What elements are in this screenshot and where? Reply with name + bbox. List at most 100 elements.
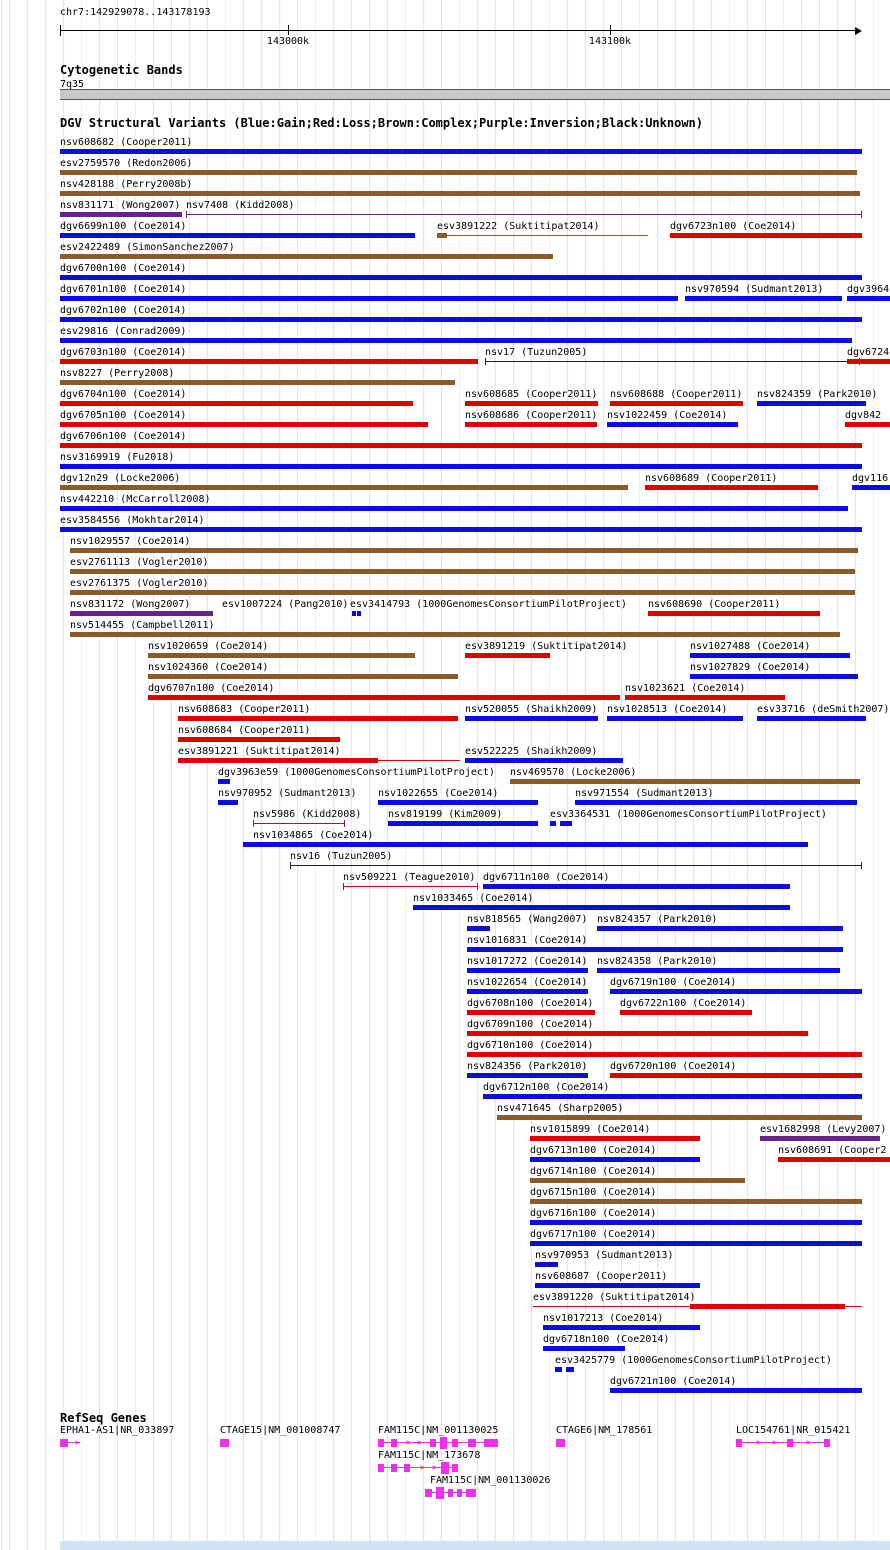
- variant-label[interactable]: nsv824357 (Park2010): [597, 914, 718, 925]
- variant-label[interactable]: nsv1022655 (Coe2014): [378, 788, 499, 799]
- variant-bar[interactable]: [465, 758, 623, 763]
- variant-label[interactable]: esv2761113 (Vogler2010): [70, 557, 209, 568]
- variant-label[interactable]: esv29816 (Conrad2009): [60, 326, 187, 337]
- variant-bar[interactable]: [610, 1073, 862, 1078]
- variant-bar[interactable]: [648, 611, 820, 616]
- variant-bar[interactable]: [218, 779, 230, 784]
- variant-bar[interactable]: [70, 632, 840, 637]
- variant-bar[interactable]: [467, 1052, 862, 1057]
- gene-exon[interactable]: [457, 1489, 462, 1497]
- variant-bar[interactable]: [760, 1136, 880, 1141]
- variant-bar[interactable]: [60, 485, 628, 490]
- variant-label[interactable]: nsv1017213 (Coe2014): [543, 1313, 664, 1324]
- variant-label[interactable]: nsv514455 (Campbell2011): [70, 620, 215, 631]
- variant-bar[interactable]: [60, 380, 455, 385]
- variant-label[interactable]: dgv6703n100 (Coe2014): [60, 347, 187, 358]
- variant-label[interactable]: nsv7408 (Kidd2008): [186, 200, 295, 211]
- variant-bar[interactable]: [60, 149, 862, 154]
- variant-bar[interactable]: [757, 401, 866, 406]
- gene-label[interactable]: LOC154761|NR_015421: [736, 1425, 851, 1436]
- variant-label[interactable]: dgv6719n100 (Coe2014): [610, 977, 737, 988]
- variant-bar[interactable]: [510, 779, 860, 784]
- variant-span-line[interactable]: [343, 886, 478, 887]
- variant-bar[interactable]: [467, 1073, 588, 1078]
- variant-label[interactable]: dgv6722n100 (Coe2014): [620, 998, 747, 1009]
- variant-label[interactable]: nsv1028513 (Coe2014): [607, 704, 728, 715]
- variant-label[interactable]: dgv842: [845, 410, 882, 421]
- variant-label[interactable]: nsv5986 (Kidd2008): [253, 809, 362, 820]
- variant-label[interactable]: nsv509221 (Teague2010): [343, 872, 476, 883]
- variant-label[interactable]: nsv608682 (Cooper2011): [60, 137, 193, 148]
- gene-exon[interactable]: [378, 1439, 384, 1447]
- variant-label[interactable]: nsv831172 (Wong2007): [70, 599, 191, 610]
- variant-label[interactable]: dgv6709n100 (Coe2014): [467, 1019, 594, 1030]
- variant-label[interactable]: esv2422489 (SimonSanchez2007): [60, 242, 235, 253]
- variant-bar[interactable]: [70, 548, 858, 553]
- variant-label[interactable]: nsv608691 (Cooper2: [778, 1145, 887, 1156]
- variant-label[interactable]: dgv6714n100 (Coe2014): [530, 1166, 657, 1177]
- gene-exon[interactable]: [466, 1489, 476, 1497]
- variant-label[interactable]: nsv608690 (Cooper2011): [648, 599, 781, 610]
- variant-label[interactable]: nsv824359 (Park2010): [757, 389, 878, 400]
- variant-label[interactable]: esv3414793 (1000GenomesConsortiumPilotPr…: [350, 599, 627, 610]
- variant-bar[interactable]: [148, 674, 458, 679]
- variant-label[interactable]: dgv6701n100 (Coe2014): [60, 284, 187, 295]
- variant-label[interactable]: dgv6708n100 (Coe2014): [467, 998, 594, 1009]
- variant-label[interactable]: esv2759570 (Redon2006): [60, 158, 193, 169]
- variant-bar[interactable]: [690, 674, 858, 679]
- gene-exon[interactable]: [736, 1439, 742, 1447]
- variant-bar[interactable]: [465, 422, 597, 427]
- variant-bar[interactable]: [535, 1262, 558, 1267]
- variant-label[interactable]: nsv608684 (Cooper2011): [178, 725, 311, 736]
- variant-label[interactable]: nsv1020659 (Coe2014): [148, 641, 269, 652]
- variant-label[interactable]: dgv6705n100 (Coe2014): [60, 410, 187, 421]
- variant-label[interactable]: dgv6706n100 (Coe2014): [60, 431, 187, 442]
- variant-label[interactable]: nsv1027488 (Coe2014): [690, 641, 811, 652]
- variant-bar[interactable]: [467, 926, 490, 931]
- gene-exon[interactable]: [378, 1464, 384, 1472]
- variant-bar[interactable]: [690, 653, 850, 658]
- variant-label[interactable]: esv3584556 (Mokhtar2014): [60, 515, 205, 526]
- variant-bar[interactable]: [625, 695, 785, 700]
- gene-label[interactable]: CTAGE15|NM_001008747: [220, 1425, 341, 1436]
- variant-label[interactable]: dgv6718n100 (Coe2014): [543, 1334, 670, 1345]
- gene-label[interactable]: FAM115C|NM_001130026: [430, 1475, 551, 1486]
- variant-bar[interactable]: [467, 968, 588, 973]
- variant-bar[interactable]: [60, 401, 413, 406]
- gene-exon[interactable]: [452, 1464, 458, 1472]
- variant-bar[interactable]: [778, 1157, 890, 1162]
- variant-label[interactable]: nsv1017272 (Coe2014): [467, 956, 588, 967]
- variant-label[interactable]: dgv6716n100 (Coe2014): [530, 1208, 657, 1219]
- variant-bar[interactable]: [847, 296, 890, 301]
- variant-bar[interactable]: [465, 653, 550, 658]
- variant-bar[interactable]: [218, 800, 238, 805]
- variant-label[interactable]: dgv6721n100 (Coe2014): [610, 1376, 737, 1387]
- variant-label[interactable]: dgv6710n100 (Coe2014): [467, 1040, 594, 1051]
- variant-bar[interactable]: [60, 254, 553, 259]
- variant-bar[interactable]: [60, 275, 862, 280]
- variant-bar[interactable]: [566, 1367, 574, 1372]
- variant-label[interactable]: esv33716 (deSmith2007): [757, 704, 890, 715]
- variant-label[interactable]: dgv6713n100 (Coe2014): [530, 1145, 657, 1156]
- variant-label[interactable]: nsv831171 (Wong2007): [60, 200, 181, 211]
- variant-bar[interactable]: [70, 611, 213, 616]
- variant-label[interactable]: dgv6717n100 (Coe2014): [530, 1229, 657, 1240]
- variant-label[interactable]: nsv608686 (Cooper2011): [465, 410, 598, 421]
- variant-label[interactable]: nsv824358 (Park2010): [597, 956, 718, 967]
- gene-label[interactable]: CTAGE6|NM_178561: [556, 1425, 653, 1436]
- variant-bar[interactable]: [530, 1178, 745, 1183]
- variant-bar[interactable]: [607, 422, 738, 427]
- variant-label[interactable]: dgv6720n100 (Coe2014): [610, 1061, 737, 1072]
- variant-bar[interactable]: [178, 758, 378, 763]
- variant-label[interactable]: nsv970953 (Sudmant2013): [535, 1250, 674, 1261]
- gene-exon[interactable]: [824, 1439, 830, 1447]
- variant-bar[interactable]: [60, 464, 862, 469]
- variant-span-line[interactable]: [290, 865, 862, 866]
- variant-label[interactable]: nsv471645 (Sharp2005): [497, 1103, 624, 1114]
- variant-bar[interactable]: [530, 1157, 700, 1162]
- variant-label[interactable]: nsv608688 (Cooper2011): [610, 389, 743, 400]
- variant-label[interactable]: nsv469570 (Locke2006): [510, 767, 637, 778]
- gene-exon[interactable]: [436, 1487, 444, 1499]
- variant-label[interactable]: nsv1022459 (Coe2014): [607, 410, 728, 421]
- gene-exon[interactable]: [391, 1464, 397, 1472]
